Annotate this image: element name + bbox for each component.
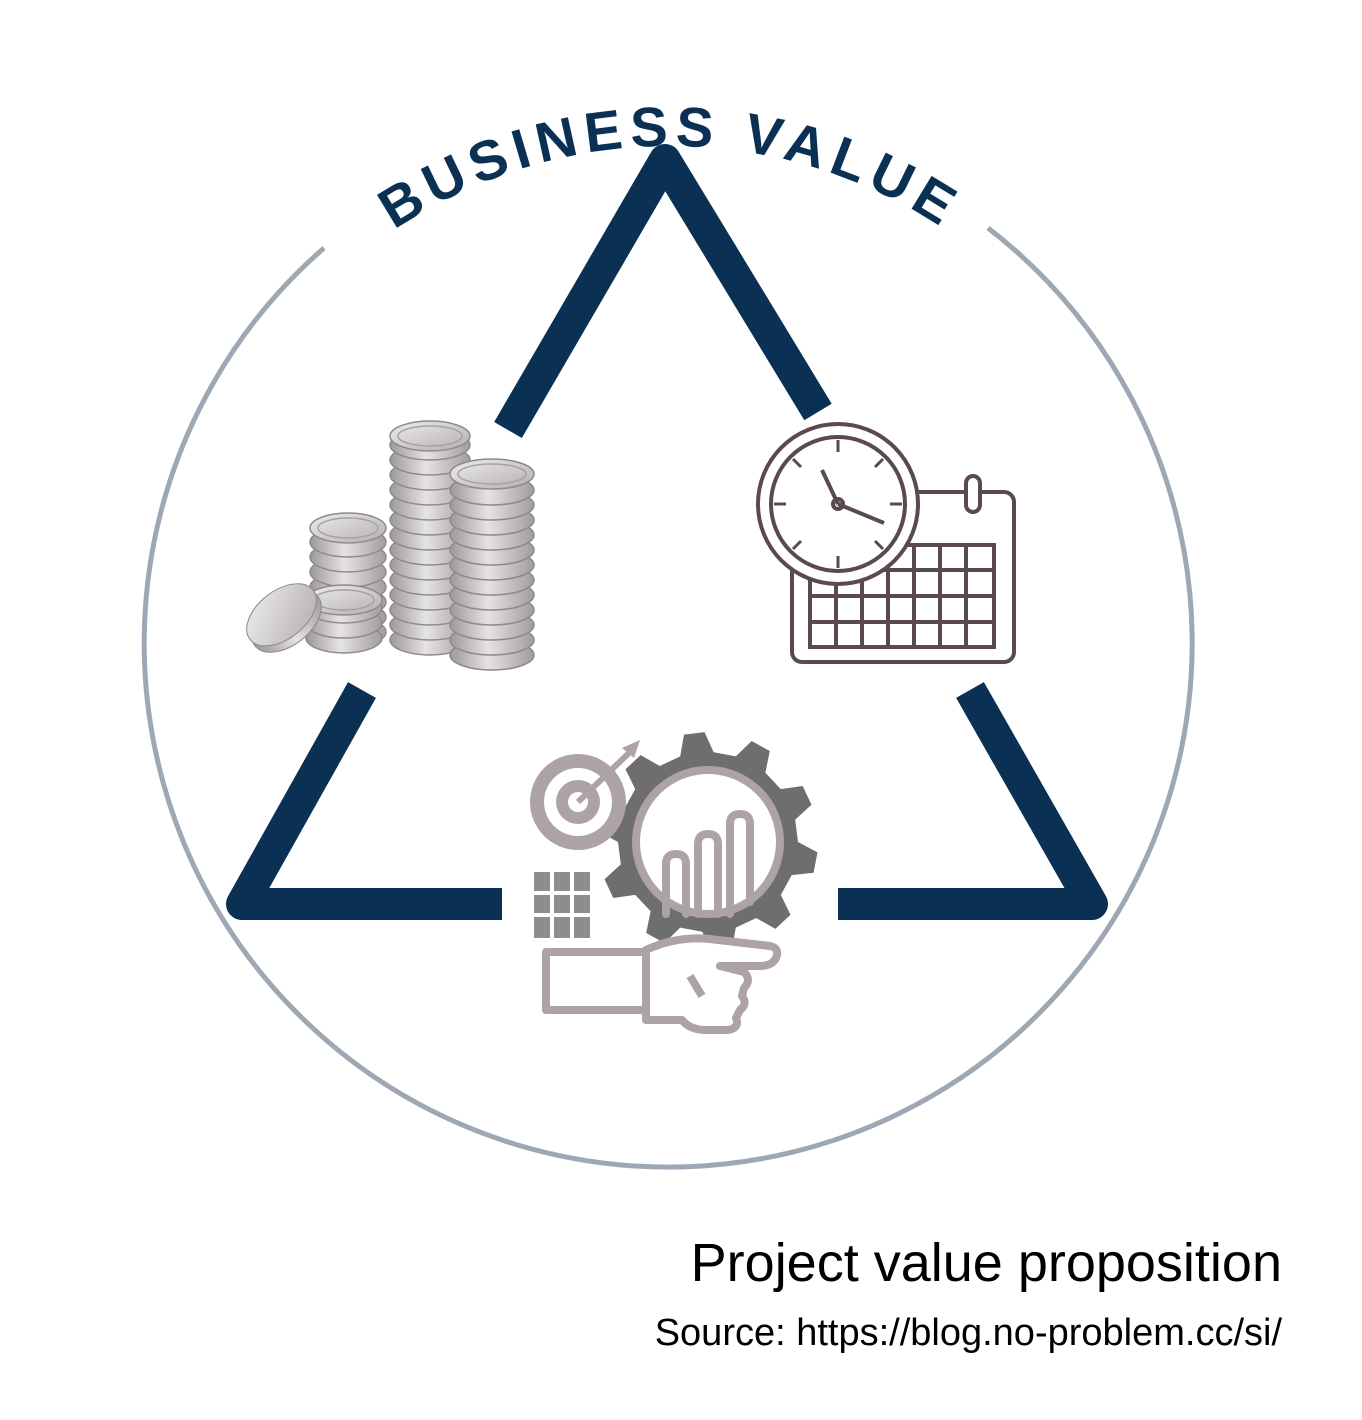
caption-title: Project value proposition bbox=[690, 1233, 1282, 1293]
coins-icon bbox=[246, 420, 535, 671]
cash-stack-icon bbox=[534, 872, 590, 938]
business-value-diagram: BUSINESS VALUE bbox=[141, 95, 1195, 1170]
caption-source: Source: https://blog.no-problem.cc/si/ bbox=[654, 1312, 1282, 1354]
gear-icon bbox=[598, 732, 818, 952]
value-triangle bbox=[226, 144, 1108, 920]
hand-icon bbox=[542, 934, 782, 1034]
triangle-top-segment bbox=[494, 144, 832, 439]
outer-circle bbox=[141, 226, 1195, 1170]
triangle-right-segment bbox=[838, 682, 1108, 920]
triangle-left-segment bbox=[226, 682, 502, 920]
target-gear-hand-icon bbox=[530, 732, 818, 1034]
clock-calendar-icon bbox=[756, 422, 1016, 664]
target-icon bbox=[530, 740, 640, 850]
